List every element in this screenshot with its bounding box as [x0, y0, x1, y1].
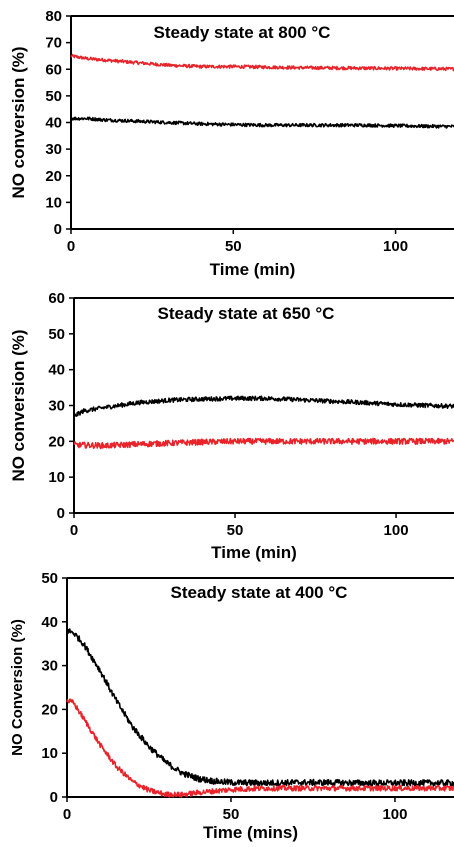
chart-title: Steady state at 800 °C — [154, 23, 331, 42]
y-axis-label: NO conversion (%) — [9, 46, 28, 198]
y-tick-label: 10 — [48, 469, 65, 486]
x-axis-label: Time (min) — [211, 543, 297, 562]
x-tick-label: 100 — [384, 522, 409, 539]
series-line-2 — [70, 116, 454, 129]
x-tick-label: 50 — [223, 806, 240, 823]
series-line-2 — [66, 698, 454, 798]
y-tick-label: 40 — [45, 115, 62, 132]
y-tick-label: 70 — [45, 35, 62, 52]
x-tick-label: 0 — [63, 806, 71, 823]
series-line-1 — [70, 53, 454, 72]
y-axis-label: NO conversion (%) — [9, 329, 28, 481]
chart-title: Steady state at 650 °C — [158, 304, 335, 323]
y-tick-label: 60 — [45, 61, 62, 78]
y-tick-label: 10 — [45, 194, 62, 211]
series-line-2 — [73, 437, 454, 450]
y-tick-label: 20 — [45, 168, 62, 185]
series-line-1 — [66, 628, 454, 787]
y-tick-label: 40 — [41, 614, 58, 631]
y-tick-label: 30 — [45, 141, 62, 158]
x-tick-label: 100 — [382, 806, 407, 823]
x-tick-label: 0 — [70, 522, 78, 539]
y-tick-label: 20 — [41, 701, 58, 718]
y-tick-label: 0 — [50, 789, 58, 806]
series-line-1 — [73, 395, 454, 417]
y-tick-label: 0 — [54, 221, 62, 238]
y-tick-label: 60 — [48, 290, 65, 307]
x-axis-label: Time (min) — [210, 260, 296, 279]
y-tick-label: 20 — [48, 433, 65, 450]
y-tick-label: 30 — [48, 398, 65, 415]
y-tick-label: 0 — [57, 505, 65, 522]
x-tick-label: 50 — [227, 522, 244, 539]
x-tick-label: 50 — [225, 238, 242, 255]
chart-panel-3: 0 10 20 30 40 50 0 50 100 Time (mins) NO Conversio… — [9, 570, 454, 842]
y-tick-label: 40 — [48, 362, 65, 379]
y-tick-label: 10 — [41, 745, 58, 762]
y-axis-label: NO Conversion (%) — [9, 619, 26, 756]
y-tick-label: 50 — [41, 570, 58, 587]
chart-title: Steady state at 400 °C — [171, 583, 348, 602]
x-tick-label: 0 — [67, 238, 75, 255]
chart-panel-2: 0 10 20 30 40 50 60 0 50 100 Time (min) NO conversi… — [9, 290, 454, 562]
x-axis-label: Time (mins) — [203, 823, 298, 842]
y-tick-label: 50 — [45, 88, 62, 105]
y-tick-label: 80 — [45, 8, 62, 25]
y-tick-label: 30 — [41, 658, 58, 675]
x-tick-label: 100 — [383, 238, 408, 255]
chart-panel-1: 0 10 20 30 40 50 60 70 80 0 50 100 Time (min) NO conv… — [9, 8, 454, 279]
y-tick-label: 50 — [48, 326, 65, 343]
